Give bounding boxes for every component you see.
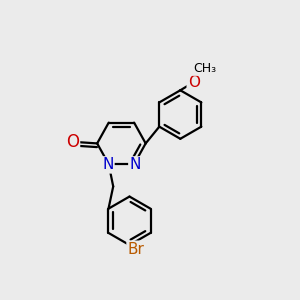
Text: O: O <box>188 75 200 90</box>
Text: N: N <box>102 158 113 172</box>
Text: N: N <box>129 158 141 172</box>
Text: O: O <box>66 133 79 151</box>
Text: CH₃: CH₃ <box>193 62 216 75</box>
Text: Br: Br <box>128 242 144 257</box>
